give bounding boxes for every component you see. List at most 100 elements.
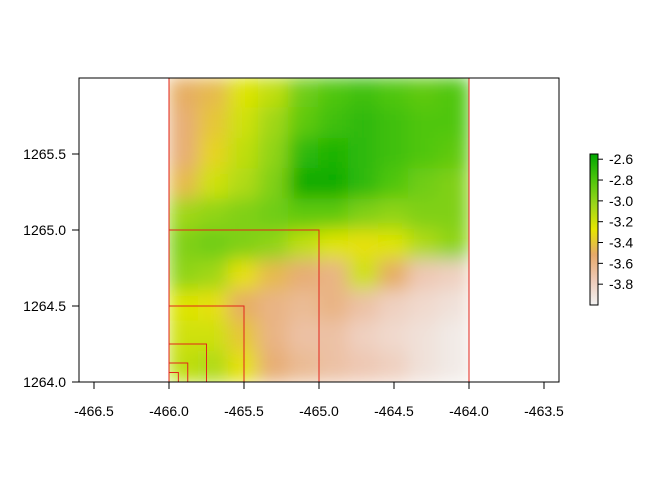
raster-cell: [258, 350, 290, 382]
raster-cell: [408, 320, 440, 353]
raster-cell: [169, 350, 200, 382]
raster-cell: [258, 137, 290, 171]
raster-cell: [258, 168, 290, 201]
raster-cell: [198, 137, 230, 171]
x-tick-label: -466.0: [149, 403, 189, 419]
raster-cell: [288, 198, 320, 231]
x-tick-label: -465.5: [224, 403, 264, 419]
raster-cell: [408, 168, 440, 201]
raster-cell: [318, 137, 350, 171]
raster-cell: [169, 320, 200, 353]
raster-cell: [198, 350, 230, 382]
raster-cell: [258, 259, 290, 292]
raster-cell: [318, 107, 350, 140]
raster-cell: [348, 350, 380, 382]
raster-cell: [378, 168, 410, 201]
legend-tick-label: -3.0: [609, 193, 633, 209]
raster-cell: [288, 107, 320, 140]
y-tick-label: 1264.0: [23, 374, 66, 390]
raster-cell: [438, 198, 469, 231]
raster-cell: [228, 137, 260, 171]
raster-cell: [408, 78, 440, 110]
raster-cell: [378, 229, 410, 262]
y-axis: 1264.0 1264.5 1265.0 1265.5: [23, 146, 80, 390]
raster-cell: [378, 259, 410, 292]
raster-cell: [438, 259, 469, 292]
raster-cell: [228, 229, 260, 262]
raster-cell: [228, 78, 260, 110]
raster-cell: [318, 78, 350, 110]
raster-cell: [378, 350, 410, 382]
raster-cell: [288, 78, 320, 110]
raster-cell: [408, 289, 440, 323]
raster-cell: [198, 259, 230, 292]
raster-cell: [258, 320, 290, 353]
raster-cell: [228, 198, 260, 231]
raster-cell: [258, 289, 290, 323]
raster-cell: [318, 289, 350, 323]
raster-cell: [378, 320, 410, 353]
raster-cell: [198, 229, 230, 262]
x-tick-label: -463.5: [524, 403, 564, 419]
y-tick-label: 1264.5: [23, 298, 66, 314]
raster-cell: [438, 107, 469, 140]
raster-cell: [348, 259, 380, 292]
raster-layer: [169, 78, 469, 382]
raster-cell: [438, 289, 469, 323]
raster-cell: [198, 168, 230, 201]
raster-cell: [318, 350, 350, 382]
legend-tick-label: -3.2: [609, 214, 633, 230]
raster-cell: [318, 229, 350, 262]
legend-tick-label: -3.6: [609, 255, 633, 271]
legend-tick-label: -2.8: [609, 172, 633, 188]
y-tick-label: 1265.5: [23, 146, 66, 162]
raster-cell: [198, 320, 230, 353]
raster-cell: [258, 198, 290, 231]
raster-cell: [169, 198, 200, 231]
raster-cell: [288, 259, 320, 292]
raster-cell: [378, 78, 410, 110]
raster-cell: [438, 320, 469, 353]
raster-cell: [408, 198, 440, 231]
raster-cell: [169, 168, 200, 201]
raster-cell: [438, 137, 469, 171]
raster-cell: [378, 198, 410, 231]
raster-cell: [318, 259, 350, 292]
x-tick-label: -465.0: [299, 403, 339, 419]
raster-cell: [438, 229, 469, 262]
x-tick-label: -466.5: [74, 403, 114, 419]
raster-cell: [348, 168, 380, 201]
raster-cell: [438, 168, 469, 201]
raster-cell: [169, 137, 200, 171]
color-legend: -2.6 -2.8 -3.0 -3.2 -3.4 -3.6 -3.8: [589, 151, 633, 306]
raster-cell: [408, 137, 440, 171]
raster-cells: [169, 78, 469, 382]
raster-cell: [408, 350, 440, 382]
x-tick-label: -464.5: [374, 403, 414, 419]
raster-cell: [348, 320, 380, 353]
raster-cell: [288, 229, 320, 262]
raster-cell: [169, 107, 200, 140]
raster-cell: [348, 229, 380, 262]
raster-cell: [228, 168, 260, 201]
raster-cell: [318, 198, 350, 231]
raster-cell: [348, 137, 380, 171]
raster-cell: [408, 229, 440, 262]
x-axis: -466.5 -466.0 -465.5 -465.0 -464.5 -464.0 -463…: [74, 381, 564, 419]
raster-cell: [438, 350, 469, 382]
legend-tick-label: -2.6: [609, 151, 633, 167]
raster-cell: [169, 78, 200, 110]
raster-cell: [348, 78, 380, 110]
raster-cell: [169, 229, 200, 262]
raster-cell: [378, 289, 410, 323]
y-tick-label: 1265.0: [23, 222, 66, 238]
raster-cell: [288, 320, 320, 353]
legend-tick-label: -3.8: [609, 276, 633, 292]
raster-cell: [348, 107, 380, 140]
raster-cell: [198, 107, 230, 140]
raster-cell: [288, 137, 320, 171]
legend-tick-label: -3.4: [609, 235, 633, 251]
raster-cell: [258, 229, 290, 262]
raster-cell: [228, 107, 260, 140]
